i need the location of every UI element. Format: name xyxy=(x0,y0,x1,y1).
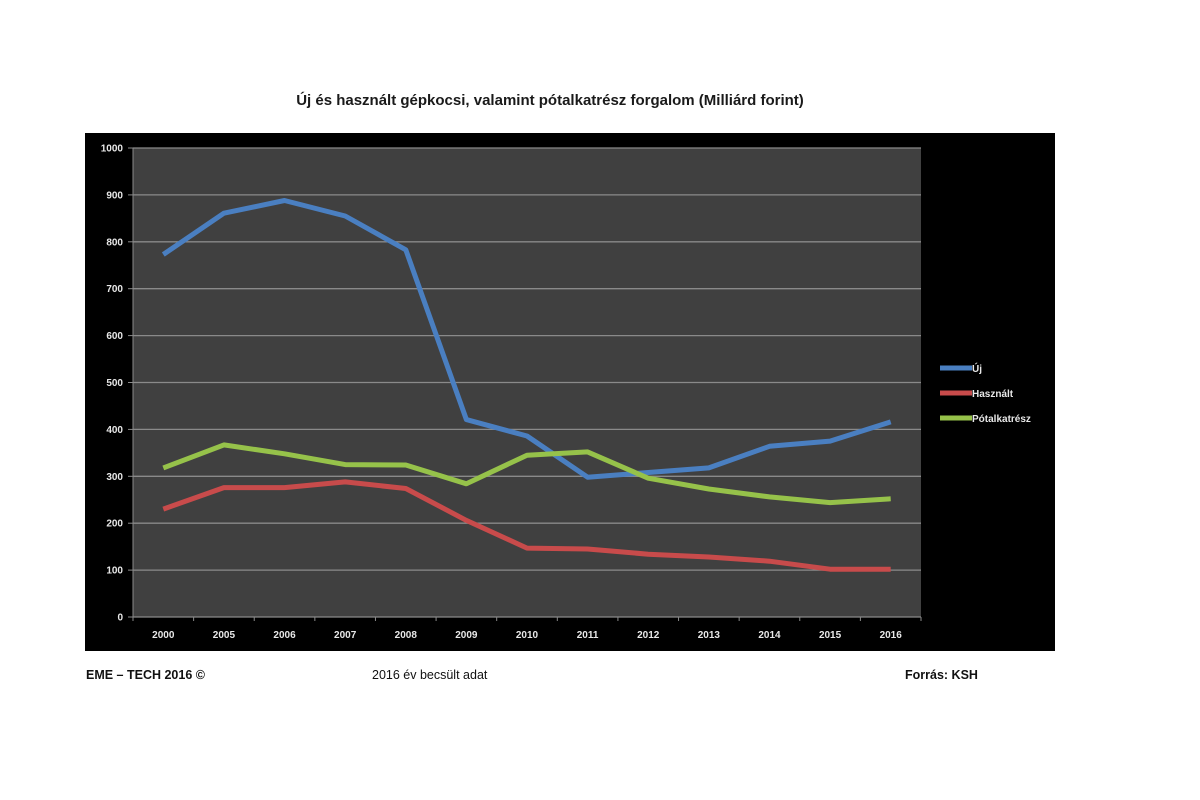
legend-label: Új xyxy=(972,362,982,375)
chart-panel: 0 100 200 300 400 500 600 700 800 900 1000 2000 200… xyxy=(85,133,1055,651)
x-tick-label: 2006 xyxy=(273,630,296,641)
legend-label: Pótalkatrész xyxy=(972,414,1031,425)
y-axis: 0 100 200 300 400 500 600 700 800 900 1000 xyxy=(101,144,134,624)
x-tick-label: 2009 xyxy=(455,630,478,641)
x-tick-label: 2005 xyxy=(213,630,236,641)
legend-label: Használt xyxy=(972,389,1014,400)
y-tick-label: 200 xyxy=(106,519,123,530)
y-tick-label: 400 xyxy=(106,425,123,436)
y-tick-label: 1000 xyxy=(101,144,124,155)
legend: Új Használt Pótalkatrész xyxy=(940,362,1031,425)
y-tick-label: 900 xyxy=(106,190,123,201)
x-tick-label: 2011 xyxy=(577,630,599,641)
y-tick-label: 600 xyxy=(106,331,123,342)
x-tick-label: 2015 xyxy=(819,630,842,641)
series-lines xyxy=(161,198,892,572)
y-tick-label: 300 xyxy=(106,472,123,483)
x-tick-label: 2012 xyxy=(637,630,660,641)
x-tick-label: 2013 xyxy=(698,630,721,641)
footer-source: Forrás: KSH xyxy=(905,668,978,682)
y-tick-label: 100 xyxy=(106,566,123,577)
footer-copyright: EME – TECH 2016 © xyxy=(86,668,205,682)
y-tick-label: 700 xyxy=(106,284,123,295)
x-axis: 2000 2005 2006 2007 2008 2009 2010 2011 2012 2013… xyxy=(132,616,922,641)
x-tick-label: 2010 xyxy=(516,630,539,641)
x-tick-label: 2008 xyxy=(395,630,418,641)
footer-note: 2016 év becsült adat xyxy=(372,668,488,682)
x-tick-label: 2016 xyxy=(880,630,903,641)
y-tick-label: 0 xyxy=(117,613,123,624)
y-tick-label: 500 xyxy=(106,378,123,389)
x-tick-label: 2000 xyxy=(152,630,175,641)
x-tick-label: 2014 xyxy=(758,630,781,641)
y-tick-label: 800 xyxy=(106,237,123,248)
gridlines xyxy=(133,147,921,571)
chart-title: Új és használt gépkocsi, valamint pótalk… xyxy=(296,92,804,109)
x-tick-label: 2007 xyxy=(334,630,357,641)
